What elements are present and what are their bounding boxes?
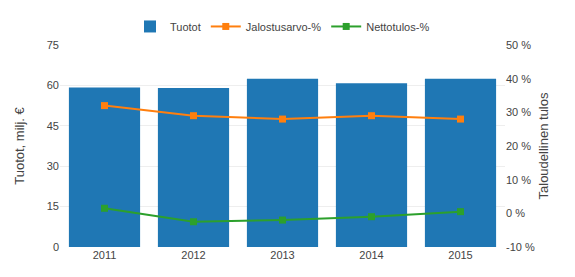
svg-text:0: 0 [53, 241, 59, 253]
svg-text:40 %: 40 % [506, 73, 531, 85]
svg-text:2011: 2011 [93, 249, 117, 261]
svg-text:Tuotot: Tuotot [170, 21, 201, 33]
svg-text:30: 30 [47, 160, 59, 172]
svg-text:75: 75 [47, 39, 59, 51]
svg-text:2015: 2015 [448, 249, 472, 261]
svg-text:15: 15 [47, 200, 59, 212]
svg-text:20 %: 20 % [506, 140, 531, 152]
svg-text:Nettotulos-%: Nettotulos-% [366, 21, 429, 33]
svg-text:30 %: 30 % [506, 106, 531, 118]
svg-text:50 %: 50 % [506, 39, 531, 51]
svg-text:Taloudellinen tulos: Taloudellinen tulos [536, 92, 551, 199]
svg-text:0 %: 0 % [506, 207, 525, 219]
svg-text:60: 60 [47, 79, 59, 91]
svg-text:45: 45 [47, 120, 59, 132]
svg-text:-10 %: -10 % [506, 241, 535, 253]
svg-text:2012: 2012 [181, 249, 205, 261]
svg-text:Tuotot, milj. €: Tuotot, milj. € [12, 106, 27, 184]
svg-text:2014: 2014 [359, 249, 383, 261]
svg-text:2013: 2013 [270, 249, 294, 261]
svg-text:Jalostusarvo-%: Jalostusarvo-% [246, 21, 321, 33]
svg-text:10 %: 10 % [506, 174, 531, 186]
